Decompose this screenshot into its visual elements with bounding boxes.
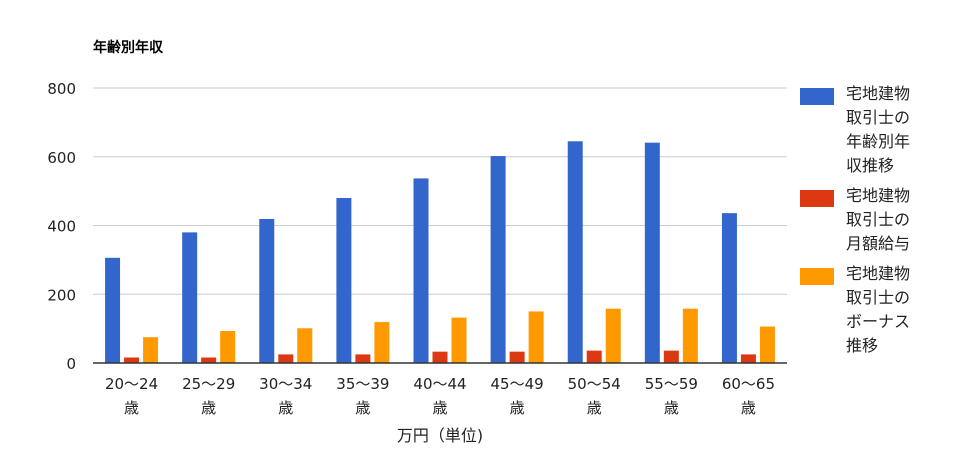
- x-tick-label: 40～44: [413, 375, 466, 393]
- x-tick-label-unit: 歳: [355, 399, 370, 417]
- x-tick-label-unit: 歳: [587, 399, 602, 417]
- bar-monthly: [740, 354, 756, 363]
- y-tick-label: 200: [47, 286, 76, 304]
- x-tick-label: 35～39: [336, 375, 389, 393]
- legend-label-annual: 宅地建物取引士の年齢別年収推移: [846, 84, 911, 175]
- bar-bonus: [759, 326, 775, 363]
- legend-label-monthly: 宅地建物取引士の月額給与: [846, 186, 911, 253]
- bar-monthly: [355, 354, 371, 363]
- x-tick-label-unit: 歳: [664, 399, 679, 417]
- bar-monthly: [663, 350, 679, 363]
- legend-item-monthly: 宅地建物取引士の月額給与: [800, 184, 950, 256]
- x-tick-label: 60～65: [722, 375, 775, 393]
- bars: [105, 141, 775, 363]
- y-tick-label: 400: [47, 218, 76, 236]
- bar-monthly: [509, 351, 525, 363]
- x-tick-label-unit: 歳: [741, 399, 756, 417]
- y-tick-label: 0: [66, 355, 76, 373]
- legend-item-bonus: 宅地建物取引士のボーナス推移: [800, 262, 950, 358]
- legend-swatch-monthly: [800, 190, 834, 207]
- bar-annual: [105, 257, 121, 363]
- legend-item-annual: 宅地建物取引士の年齢別年収推移: [800, 82, 950, 178]
- bar-annual: [259, 218, 275, 363]
- x-tick-label-unit: 歳: [201, 399, 216, 417]
- bar-monthly: [124, 357, 140, 363]
- x-tick-label: 25～29: [182, 375, 235, 393]
- x-tick-labels: 20～24 歳 25～29 歳 30～34 歳 35～39 歳 40～44 歳 45～49 歳 50～5…: [105, 375, 775, 417]
- bar-bonus: [451, 317, 467, 363]
- bar-annual: [644, 142, 660, 363]
- bar-bonus: [528, 311, 544, 363]
- x-tick-label-unit: 歳: [278, 399, 293, 417]
- bar-annual: [490, 156, 506, 363]
- x-tick-label: 30～34: [259, 375, 312, 393]
- x-tick-label: 45～49: [491, 375, 544, 393]
- bar-bonus: [220, 331, 236, 363]
- x-tick-label: 20～24: [105, 375, 158, 393]
- y-tick-label: 600: [47, 149, 76, 167]
- x-tick-label-unit: 歳: [432, 399, 447, 417]
- bar-bonus: [374, 322, 390, 363]
- bar-bonus: [605, 308, 621, 363]
- legend: 宅地建物取引士の年齢別年収推移 宅地建物取引士の月額給与 宅地建物取引士のボーナ…: [800, 82, 950, 364]
- bar-bonus: [297, 328, 313, 363]
- x-tick-label: 50～54: [568, 375, 621, 393]
- legend-swatch-annual: [800, 88, 834, 105]
- bar-monthly: [586, 350, 602, 363]
- bar-bonus: [682, 308, 698, 363]
- x-tick-label-unit: 歳: [510, 399, 525, 417]
- bar-annual: [721, 213, 737, 363]
- bar-monthly: [278, 354, 294, 363]
- bar-monthly: [432, 351, 448, 363]
- bar-annual: [567, 141, 583, 363]
- y-tick-label: 800: [47, 80, 76, 98]
- legend-label-bonus: 宅地建物取引士のボーナス推移: [846, 264, 911, 355]
- bar-annual: [413, 178, 429, 363]
- grid: 0 200 400 600 800: [47, 80, 787, 373]
- x-tick-label: 55～59: [645, 375, 698, 393]
- bar-bonus: [143, 337, 159, 363]
- bar-annual: [182, 232, 198, 363]
- bar-monthly: [201, 357, 217, 363]
- chart-title: 年齢別年収: [93, 39, 164, 56]
- bar-annual: [336, 198, 352, 363]
- x-axis-title: 万円（単位): [397, 426, 483, 445]
- x-tick-label-unit: 歳: [124, 399, 139, 417]
- legend-swatch-bonus: [800, 268, 834, 285]
